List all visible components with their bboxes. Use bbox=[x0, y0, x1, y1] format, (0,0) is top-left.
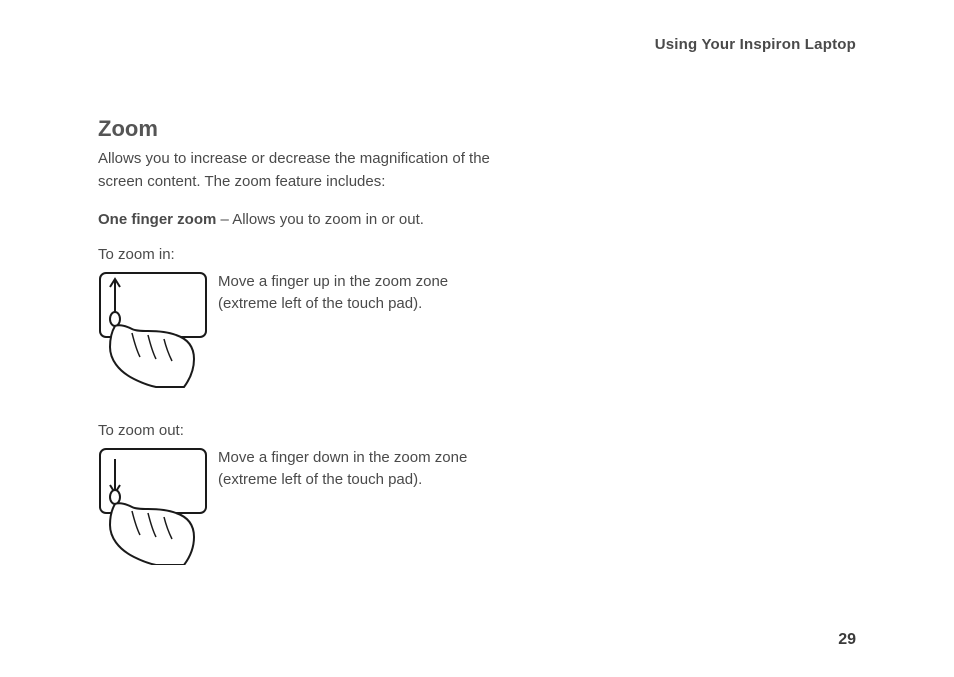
finger-up-icon bbox=[98, 269, 208, 389]
zoom-in-label: To zoom in: bbox=[98, 246, 498, 263]
zoom-in-description: Move a finger up in the zoom zone (extre… bbox=[218, 269, 498, 316]
zoom-out-row: Move a finger down in the zoom zone (ext… bbox=[98, 445, 498, 570]
section-intro-text: Allows you to increase or decrease the m… bbox=[98, 148, 498, 193]
page-number: 29 bbox=[838, 631, 856, 649]
subfeature-label: One finger zoom bbox=[98, 211, 216, 228]
zoom-out-illustration bbox=[98, 445, 208, 570]
zoom-in-illustration bbox=[98, 269, 208, 394]
chapter-title: Using Your Inspiron Laptop bbox=[655, 36, 856, 53]
section-heading-zoom: Zoom bbox=[98, 116, 498, 142]
subfeature-line: One finger zoom – Allows you to zoom in … bbox=[98, 209, 498, 232]
subfeature-desc: – Allows you to zoom in or out. bbox=[216, 211, 424, 228]
zoom-in-row: Move a finger up in the zoom zone (extre… bbox=[98, 269, 498, 394]
zoom-out-description: Move a finger down in the zoom zone (ext… bbox=[218, 445, 498, 492]
zoom-out-label: To zoom out: bbox=[98, 422, 498, 439]
manual-page: Using Your Inspiron Laptop Zoom Allows y… bbox=[0, 0, 954, 677]
content-column: Zoom Allows you to increase or decrease … bbox=[98, 116, 498, 598]
finger-down-icon bbox=[98, 445, 208, 565]
